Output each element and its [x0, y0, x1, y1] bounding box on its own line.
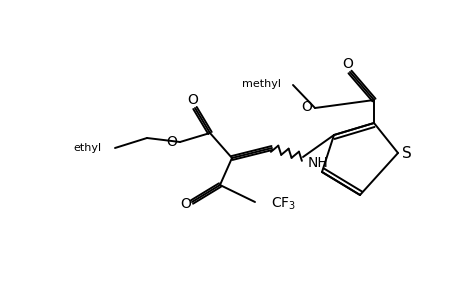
Text: S: S [401, 146, 411, 160]
Text: ethyl: ethyl [74, 143, 102, 153]
Text: O: O [180, 197, 191, 211]
Text: CF$_3$: CF$_3$ [270, 196, 296, 212]
Text: O: O [301, 100, 311, 114]
Text: O: O [342, 57, 353, 71]
Text: O: O [187, 93, 198, 107]
Text: methyl: methyl [241, 79, 280, 89]
Text: NH: NH [308, 156, 328, 170]
Text: O: O [166, 135, 177, 149]
